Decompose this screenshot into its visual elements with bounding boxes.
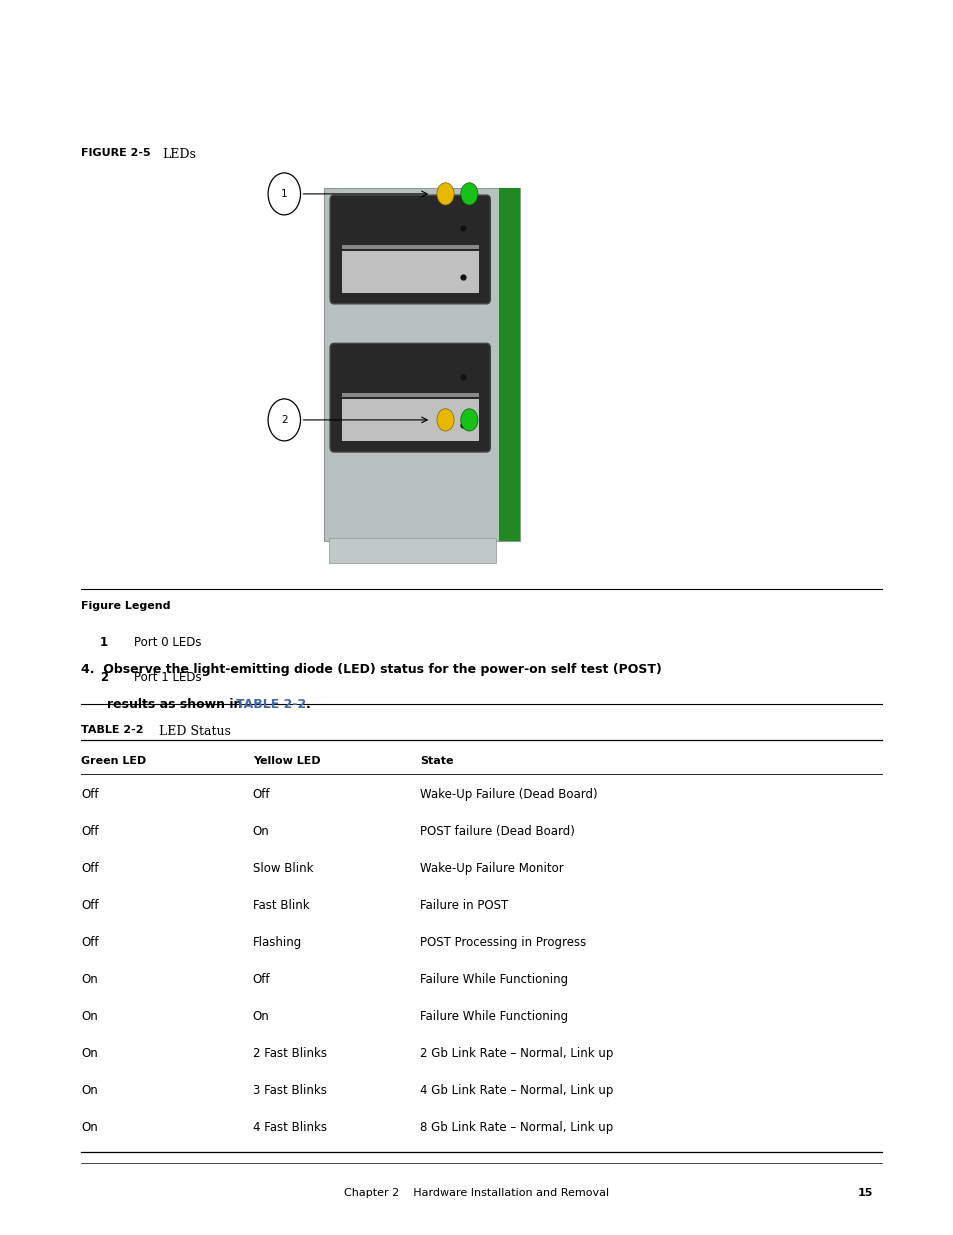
Text: TABLE 2-2: TABLE 2-2 xyxy=(235,698,306,711)
Text: 15: 15 xyxy=(857,1188,872,1198)
Circle shape xyxy=(268,173,300,215)
Bar xyxy=(341,399,478,441)
FancyBboxPatch shape xyxy=(330,195,490,304)
Text: POST Processing in Progress: POST Processing in Progress xyxy=(419,936,585,950)
Bar xyxy=(341,245,478,248)
Text: 4 Gb Link Rate – Normal, Link up: 4 Gb Link Rate – Normal, Link up xyxy=(419,1084,613,1098)
Text: On: On xyxy=(81,973,98,987)
Bar xyxy=(498,194,519,237)
Text: On: On xyxy=(81,1047,98,1061)
Text: 3 Fast Blinks: 3 Fast Blinks xyxy=(253,1084,326,1098)
Text: Off: Off xyxy=(81,936,98,950)
Text: On: On xyxy=(253,1010,270,1024)
Text: Failure in POST: Failure in POST xyxy=(419,899,508,913)
Bar xyxy=(498,492,519,535)
Text: .: . xyxy=(305,698,310,711)
Text: Failure While Functioning: Failure While Functioning xyxy=(419,1010,567,1024)
Text: Off: Off xyxy=(253,973,270,987)
Text: Wake-Up Failure (Dead Board): Wake-Up Failure (Dead Board) xyxy=(419,788,597,802)
Text: Off: Off xyxy=(81,788,98,802)
Text: 4 Fast Blinks: 4 Fast Blinks xyxy=(253,1121,327,1135)
Text: Chapter 2    Hardware Installation and Removal: Chapter 2 Hardware Installation and Remo… xyxy=(344,1188,609,1198)
FancyBboxPatch shape xyxy=(330,343,490,452)
Text: Failure While Functioning: Failure While Functioning xyxy=(419,973,567,987)
Bar xyxy=(329,538,496,563)
Bar xyxy=(341,393,478,396)
Text: On: On xyxy=(253,825,270,839)
Text: Off: Off xyxy=(253,788,270,802)
Text: FIGURE 2-5: FIGURE 2-5 xyxy=(81,148,151,158)
Text: Yellow LED: Yellow LED xyxy=(253,756,320,766)
Text: 2: 2 xyxy=(281,415,287,425)
Text: State: State xyxy=(419,756,453,766)
Text: Off: Off xyxy=(81,825,98,839)
Circle shape xyxy=(460,183,477,205)
Text: LEDs: LEDs xyxy=(162,148,196,162)
Text: Wake-Up Failure Monitor: Wake-Up Failure Monitor xyxy=(419,862,563,876)
Text: On: On xyxy=(81,1084,98,1098)
Text: 2: 2 xyxy=(100,671,109,684)
Text: Green LED: Green LED xyxy=(81,756,146,766)
Text: 8 Gb Link Rate – Normal, Link up: 8 Gb Link Rate – Normal, Link up xyxy=(419,1121,613,1135)
Text: results as shown in: results as shown in xyxy=(107,698,246,711)
Bar xyxy=(341,251,478,293)
Text: TABLE 2-2: TABLE 2-2 xyxy=(81,725,144,735)
Text: Fast Blink: Fast Blink xyxy=(253,899,309,913)
Text: Figure Legend: Figure Legend xyxy=(81,601,171,611)
Text: Port 1 LEDs: Port 1 LEDs xyxy=(133,671,201,684)
Text: POST failure (Dead Board): POST failure (Dead Board) xyxy=(419,825,574,839)
Bar xyxy=(498,188,519,541)
Text: 4.  Observe the light-emitting diode (LED) status for the power-on self test (PO: 4. Observe the light-emitting diode (LED… xyxy=(81,663,661,677)
Text: Flashing: Flashing xyxy=(253,936,302,950)
Circle shape xyxy=(436,183,454,205)
Circle shape xyxy=(436,409,454,431)
Text: Off: Off xyxy=(81,862,98,876)
Circle shape xyxy=(460,409,477,431)
Text: Slow Blink: Slow Blink xyxy=(253,862,313,876)
Text: On: On xyxy=(81,1121,98,1135)
Circle shape xyxy=(268,399,300,441)
Text: Port 0 LEDs: Port 0 LEDs xyxy=(133,636,201,650)
Text: Off: Off xyxy=(81,899,98,913)
Text: 2 Gb Link Rate – Normal, Link up: 2 Gb Link Rate – Normal, Link up xyxy=(419,1047,613,1061)
Text: 1: 1 xyxy=(281,189,287,199)
Text: 2 Fast Blinks: 2 Fast Blinks xyxy=(253,1047,327,1061)
Text: LED Status: LED Status xyxy=(159,725,231,739)
Text: On: On xyxy=(81,1010,98,1024)
Bar xyxy=(324,188,519,541)
Text: 1: 1 xyxy=(100,636,109,650)
